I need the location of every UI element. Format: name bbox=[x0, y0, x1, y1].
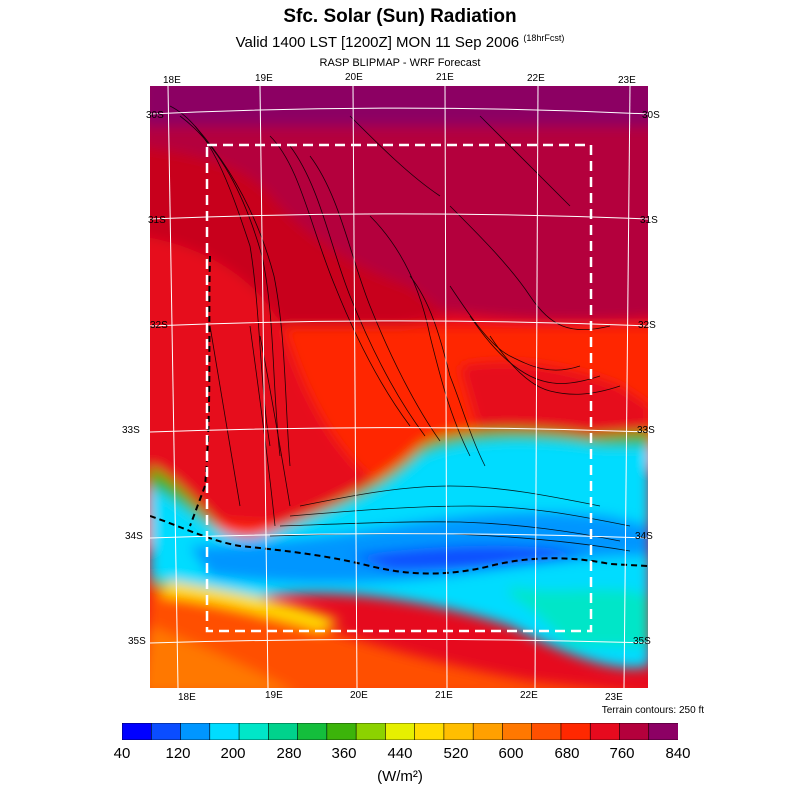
colorbar-swatch bbox=[531, 723, 562, 740]
colorbar-swatch bbox=[180, 723, 211, 740]
colorbar-swatch bbox=[472, 723, 504, 740]
map-subtitle: Valid 1400 LST [1200Z] MON 11 Sep 2006 (… bbox=[0, 33, 800, 51]
left-lat-label: 30S bbox=[146, 110, 164, 121]
bottom-lon-label: 21E bbox=[435, 690, 453, 701]
colorbar-swatch bbox=[268, 723, 299, 740]
colorbar-swatch bbox=[209, 723, 240, 740]
bottom-lon-label: 19E bbox=[265, 690, 283, 701]
top-lon-label: 23E bbox=[618, 75, 636, 86]
bottom-lon-label: 22E bbox=[520, 690, 538, 701]
colorbar-swatch bbox=[385, 723, 416, 740]
region-red-east bbox=[460, 362, 648, 446]
colorbar-tick-label: 520 bbox=[443, 745, 469, 762]
colorbar-tick-label: 440 bbox=[387, 745, 413, 762]
region-orange-southwest bbox=[150, 626, 287, 688]
terrain-contour-note: Terrain contours: 250 ft bbox=[601, 705, 704, 716]
right-lat-label: 31S bbox=[640, 215, 658, 226]
colorbar-tick-label: 600 bbox=[498, 745, 524, 762]
colorbar-tick-label: 200 bbox=[220, 745, 246, 762]
colorbar-tick-label: 120 bbox=[165, 745, 191, 762]
forecast-hours: (18hrFcst) bbox=[523, 33, 565, 43]
source-label: RASP BLIPMAP - WRF Forecast bbox=[319, 57, 481, 69]
radiation-map bbox=[150, 86, 648, 688]
bottom-lon-label: 18E bbox=[178, 692, 196, 703]
colorbar-swatch bbox=[355, 723, 387, 740]
top-lon-label: 21E bbox=[436, 72, 454, 83]
colorbar-swatch bbox=[414, 723, 445, 740]
colorbar-swatch bbox=[326, 723, 357, 740]
bottom-lon-label: 20E bbox=[350, 690, 368, 701]
colorbar-swatch bbox=[150, 723, 182, 740]
top-lon-label: 18E bbox=[163, 75, 181, 86]
valid-time: Valid 1400 LST [1200Z] MON 11 Sep 2006 bbox=[235, 34, 520, 51]
top-lon-label: 19E bbox=[255, 73, 273, 84]
region-cyan-east bbox=[510, 586, 648, 646]
colorbar bbox=[122, 723, 678, 740]
map-title: Sfc. Solar (Sun) Radiation bbox=[283, 6, 517, 27]
top-lon-label: 20E bbox=[345, 72, 363, 83]
left-lat-label: 33S bbox=[122, 425, 140, 436]
right-lat-label: 32S bbox=[638, 320, 656, 331]
colorbar-tick-label: 760 bbox=[609, 745, 635, 762]
colorbar-tick-label: 840 bbox=[665, 745, 691, 762]
colorbar-swatch bbox=[560, 723, 592, 740]
colorbar-swatch bbox=[619, 723, 650, 740]
region-blue-band bbox=[190, 511, 648, 584]
colorbar-tick-label: 40 bbox=[113, 745, 131, 762]
right-lat-label: 30S bbox=[642, 110, 660, 121]
colorbar-swatch bbox=[648, 723, 678, 740]
region-yellow-coast bbox=[160, 581, 340, 631]
colorbar-tick-label: 280 bbox=[276, 745, 302, 762]
right-lat-label: 34S bbox=[635, 531, 653, 542]
colorbar-swatch bbox=[589, 723, 621, 740]
right-lat-label: 35S bbox=[633, 636, 651, 647]
left-lat-label: 32S bbox=[150, 320, 168, 331]
colorbar-tick-label: 680 bbox=[554, 745, 580, 762]
inner-domain-box bbox=[205, 143, 593, 633]
colorbar-swatch bbox=[443, 723, 474, 740]
bottom-lon-label: 23E bbox=[605, 692, 623, 703]
right-lat-label: 33S bbox=[637, 425, 655, 436]
colorbar-swatch bbox=[122, 723, 153, 740]
colorbar-swatch bbox=[502, 723, 533, 740]
colorbar-swatch bbox=[297, 723, 328, 740]
colorbar-swatch bbox=[238, 723, 270, 740]
top-lon-label: 22E bbox=[527, 73, 545, 84]
units-label: (W/m²) bbox=[377, 768, 423, 785]
left-lat-label: 35S bbox=[128, 636, 146, 647]
left-lat-label: 34S bbox=[125, 531, 143, 542]
region-deep-blue bbox=[350, 545, 590, 570]
graticule bbox=[150, 86, 648, 688]
colorbar-tick-label: 360 bbox=[331, 745, 357, 762]
left-lat-label: 31S bbox=[148, 215, 166, 226]
